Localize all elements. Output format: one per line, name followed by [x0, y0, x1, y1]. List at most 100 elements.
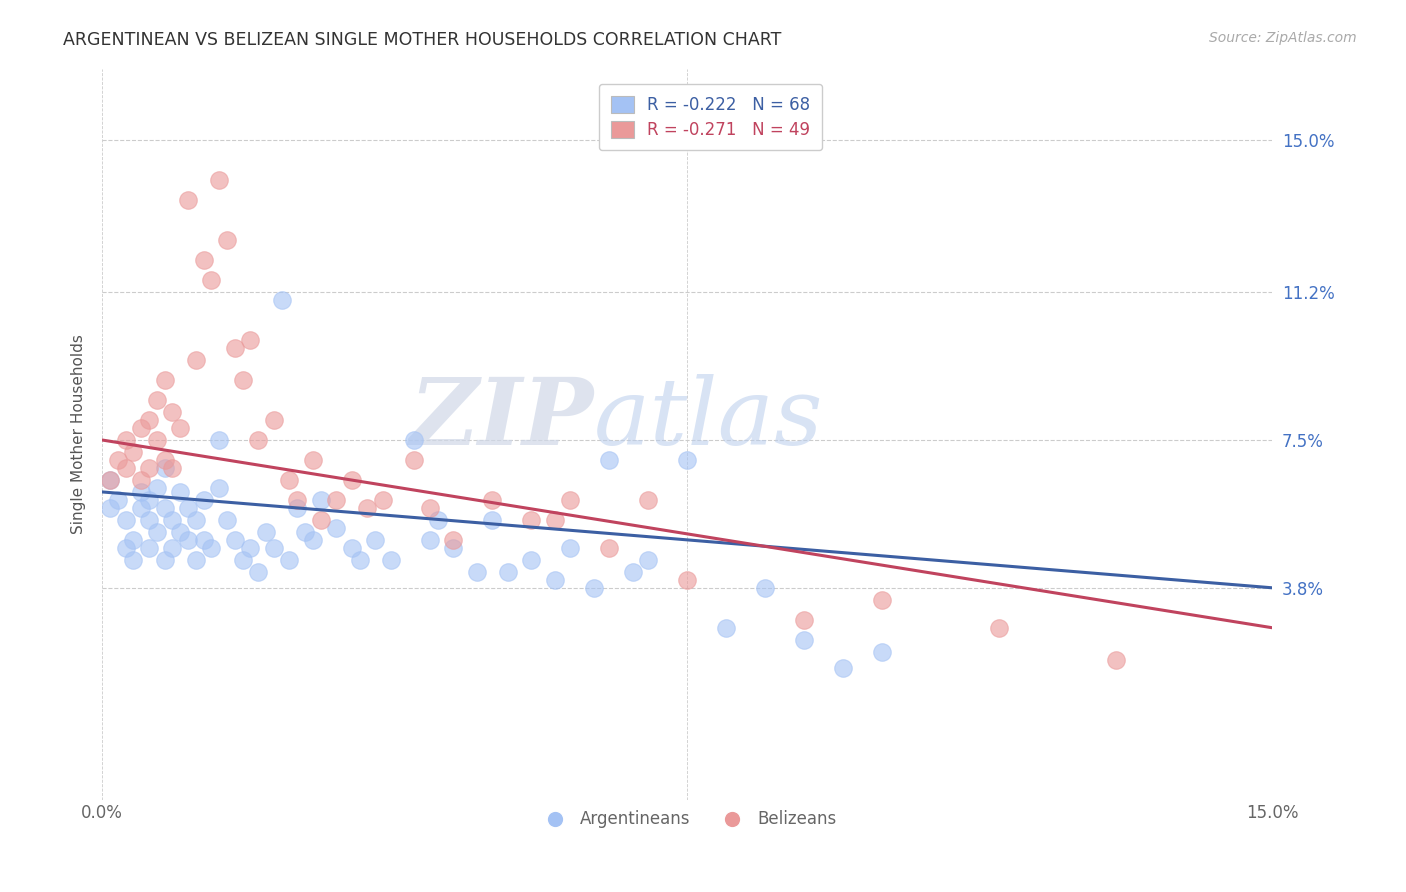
Point: [560, 541, 582, 555]
Point: [208, 173, 231, 187]
Point: [270, 293, 292, 308]
Point: [138, 492, 160, 507]
Point: [356, 500, 378, 515]
Point: [543, 513, 565, 527]
Point: [1105, 653, 1128, 667]
Point: [162, 541, 184, 555]
Point: [239, 333, 262, 347]
Text: ZIP: ZIP: [409, 375, 593, 465]
Point: [349, 553, 371, 567]
Point: [129, 485, 152, 500]
Legend: Argentineans, Belizeans: Argentineans, Belizeans: [531, 804, 844, 835]
Point: [325, 521, 347, 535]
Point: [193, 253, 215, 268]
Point: [162, 461, 184, 475]
Point: [146, 481, 169, 495]
Point: [543, 573, 565, 587]
Point: [263, 413, 285, 427]
Point: [153, 553, 176, 567]
Point: [364, 533, 387, 547]
Point: [162, 405, 184, 419]
Point: [419, 500, 441, 515]
Point: [177, 194, 200, 208]
Point: [832, 661, 855, 675]
Point: [122, 533, 145, 547]
Point: [184, 513, 207, 527]
Point: [793, 632, 815, 647]
Point: [870, 645, 893, 659]
Point: [426, 513, 449, 527]
Point: [621, 565, 644, 579]
Point: [404, 453, 426, 467]
Point: [153, 500, 176, 515]
Point: [114, 541, 136, 555]
Point: [278, 553, 301, 567]
Point: [263, 541, 285, 555]
Text: atlas: atlas: [593, 375, 823, 465]
Point: [560, 492, 582, 507]
Point: [177, 500, 200, 515]
Point: [146, 393, 169, 408]
Point: [520, 553, 543, 567]
Point: [988, 621, 1011, 635]
Point: [598, 541, 620, 555]
Point: [98, 473, 121, 487]
Point: [404, 433, 426, 447]
Point: [114, 513, 136, 527]
Point: [247, 565, 270, 579]
Point: [294, 524, 316, 539]
Point: [254, 524, 277, 539]
Point: [153, 461, 176, 475]
Point: [637, 492, 659, 507]
Point: [177, 533, 200, 547]
Point: [153, 453, 176, 467]
Point: [169, 485, 191, 500]
Point: [496, 565, 519, 579]
Point: [169, 421, 191, 435]
Point: [129, 500, 152, 515]
Point: [122, 445, 145, 459]
Point: [441, 541, 464, 555]
Point: [129, 421, 152, 435]
Point: [520, 513, 543, 527]
Point: [169, 524, 191, 539]
Point: [309, 492, 332, 507]
Point: [200, 541, 222, 555]
Point: [637, 553, 659, 567]
Point: [301, 533, 323, 547]
Point: [465, 565, 488, 579]
Point: [193, 533, 215, 547]
Point: [754, 581, 776, 595]
Point: [200, 273, 222, 287]
Point: [676, 573, 699, 587]
Point: [325, 492, 347, 507]
Point: [285, 500, 308, 515]
Point: [870, 592, 893, 607]
Point: [278, 473, 301, 487]
Point: [371, 492, 394, 507]
Point: [340, 541, 363, 555]
Point: [247, 433, 270, 447]
Text: Source: ZipAtlas.com: Source: ZipAtlas.com: [1209, 31, 1357, 45]
Point: [146, 433, 169, 447]
Point: [239, 541, 262, 555]
Point: [114, 433, 136, 447]
Point: [107, 492, 129, 507]
Point: [138, 513, 160, 527]
Point: [208, 433, 231, 447]
Point: [215, 233, 238, 247]
Point: [441, 533, 464, 547]
Point: [301, 453, 323, 467]
Point: [98, 500, 121, 515]
Text: ARGENTINEAN VS BELIZEAN SINGLE MOTHER HOUSEHOLDS CORRELATION CHART: ARGENTINEAN VS BELIZEAN SINGLE MOTHER HO…: [63, 31, 782, 49]
Point: [208, 481, 231, 495]
Point: [122, 553, 145, 567]
Point: [129, 473, 152, 487]
Point: [184, 353, 207, 368]
Point: [598, 453, 620, 467]
Point: [146, 524, 169, 539]
Point: [340, 473, 363, 487]
Point: [114, 461, 136, 475]
Point: [138, 413, 160, 427]
Y-axis label: Single Mother Households: Single Mother Households: [72, 334, 86, 534]
